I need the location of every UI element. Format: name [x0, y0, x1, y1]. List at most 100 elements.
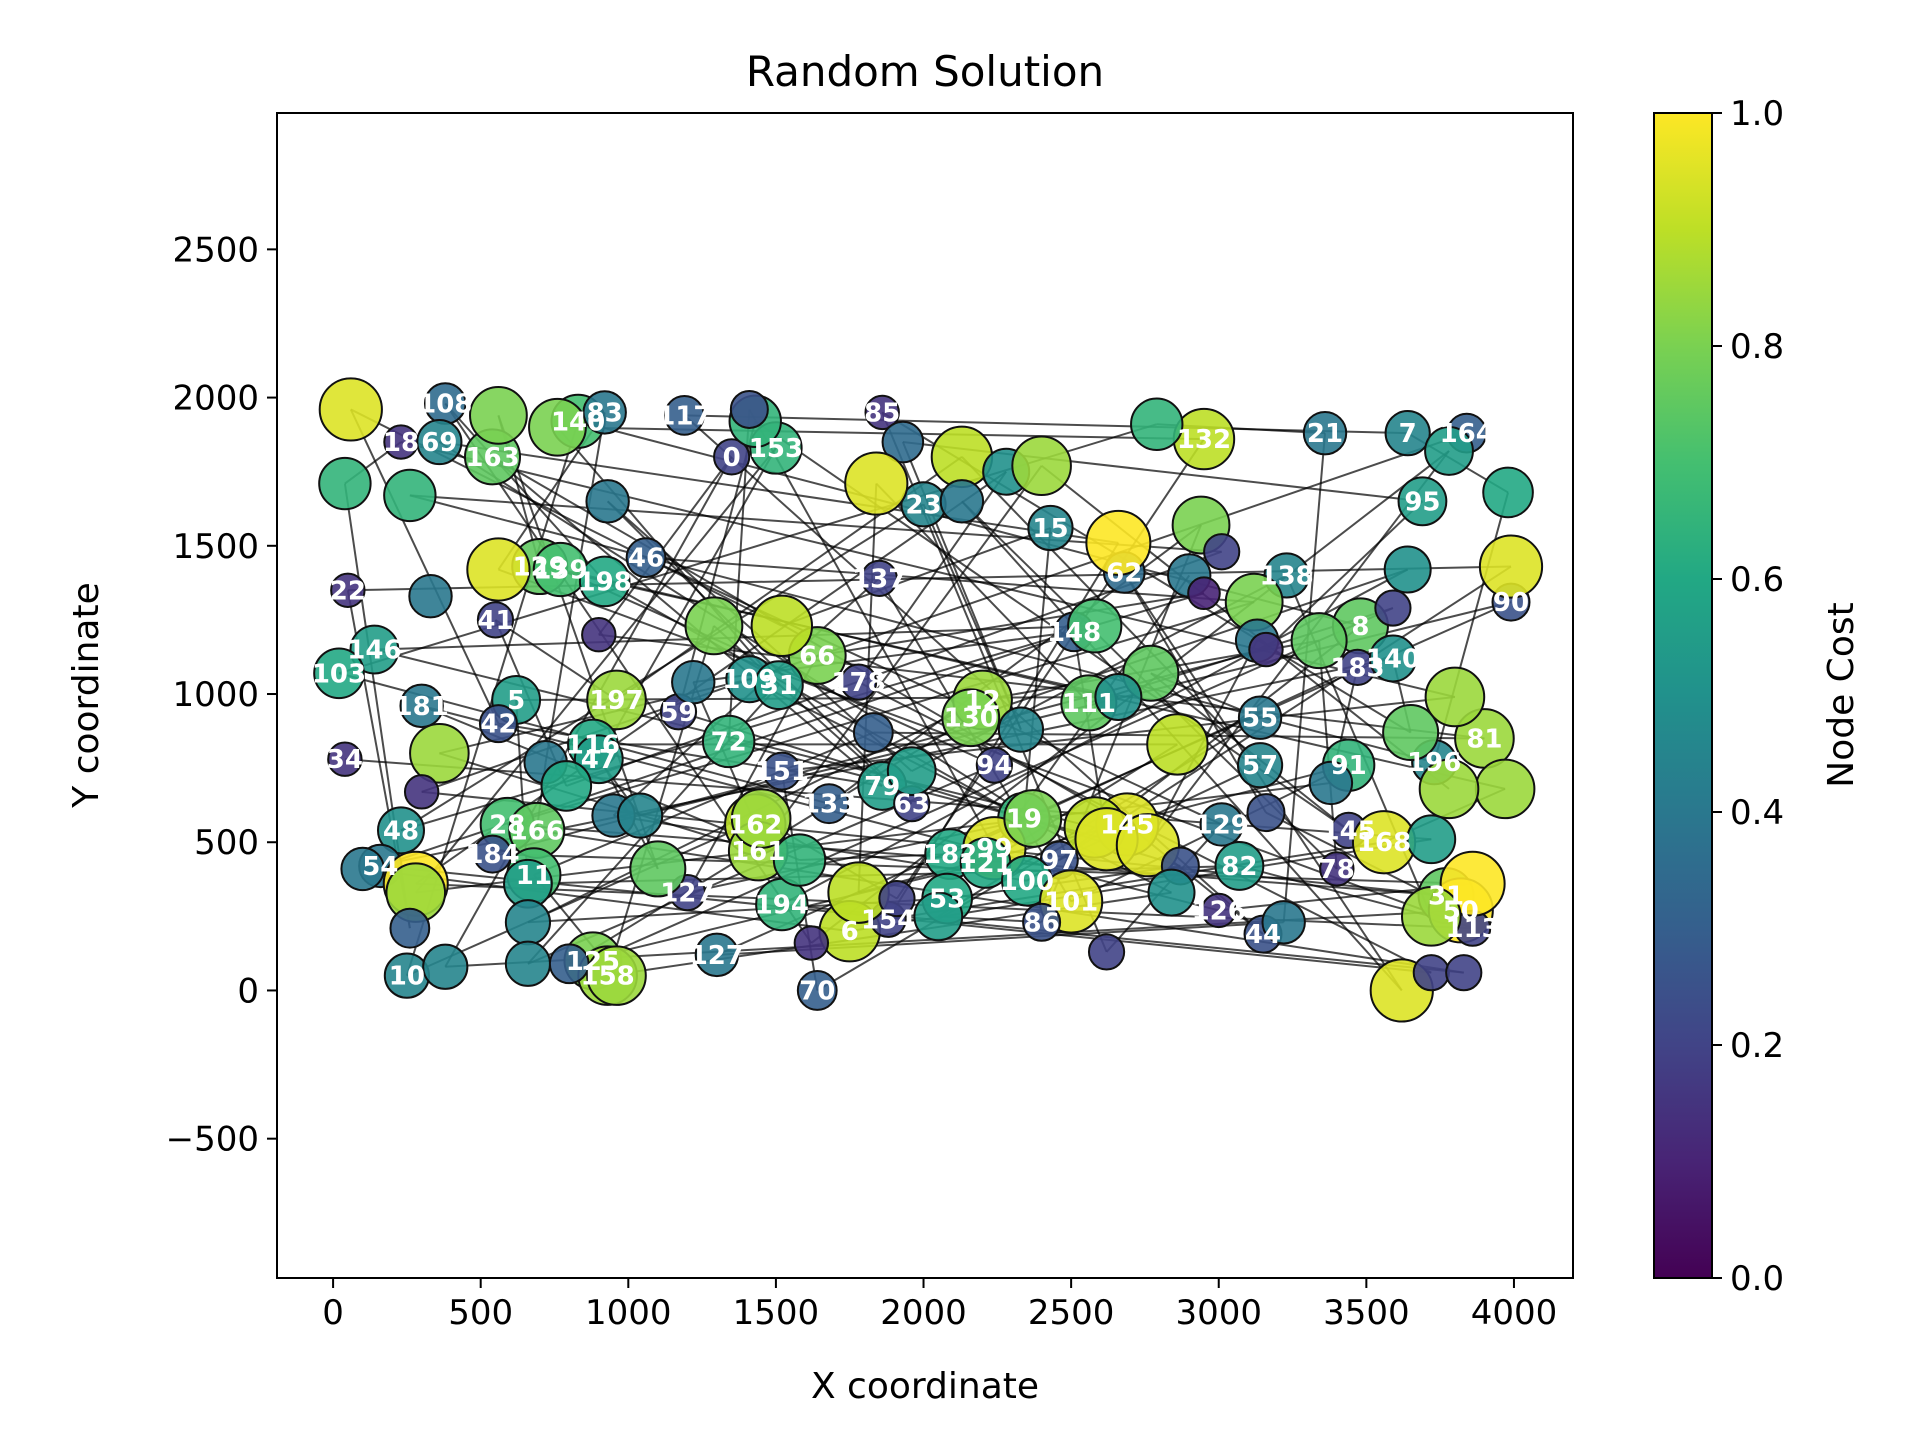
node-marker	[852, 712, 894, 753]
node-label: 79	[864, 772, 900, 802]
node-marker	[762, 751, 802, 791]
node-marker	[1085, 509, 1152, 576]
route-edge	[970, 568, 1409, 719]
node-label: 132	[1177, 425, 1231, 455]
node-label: 12	[964, 686, 1000, 716]
node-label: 163	[465, 443, 519, 473]
node-label: 34	[327, 745, 363, 775]
node-label: 54	[362, 852, 398, 882]
route-edge	[1239, 864, 1432, 918]
node-label: 21	[1307, 419, 1343, 449]
route-edge	[400, 503, 925, 832]
node-label: 50	[1443, 896, 1479, 926]
route-edge	[439, 441, 1119, 544]
node-label: 90	[1493, 588, 1529, 618]
node-marker	[399, 683, 444, 729]
node-label: 140	[551, 407, 605, 437]
node-marker	[1319, 851, 1355, 887]
node-marker	[808, 783, 850, 825]
node-label: 137	[852, 564, 906, 594]
node-marker	[663, 394, 705, 436]
node-marker	[860, 559, 898, 598]
node-label: 72	[711, 727, 747, 757]
node-marker	[1412, 954, 1450, 992]
node-label: 47	[581, 745, 617, 775]
y-axis: −500 0 500 1000 1500 2000 2500	[166, 230, 277, 1160]
route-edge	[497, 415, 659, 870]
node-label: 129	[513, 553, 567, 583]
route-edge	[1265, 500, 1424, 651]
colorbar-label: Node Cost	[1821, 602, 1862, 787]
node-label: 7	[1399, 419, 1417, 449]
node-marker	[1290, 612, 1348, 670]
node-marker	[1418, 758, 1480, 820]
node-marker	[1368, 634, 1417, 683]
node-label: 55	[1242, 704, 1278, 734]
node-label: 44	[1245, 920, 1281, 950]
y-tick-label: −500	[166, 1120, 259, 1160]
node-marker	[1147, 868, 1196, 917]
node-marker	[504, 940, 552, 987]
node-marker	[844, 451, 909, 516]
x-tick-label: 0	[322, 1293, 344, 1333]
node-label: 164	[1440, 419, 1494, 449]
node-label: 168	[1357, 828, 1411, 858]
node-label: 41	[477, 606, 513, 636]
node-marker	[625, 537, 667, 579]
colorbar-tick-label: 0.4	[1730, 793, 1784, 833]
node-marker	[409, 723, 470, 784]
node-marker	[478, 704, 518, 744]
node-marker	[1214, 841, 1265, 891]
y-axis-label: Y coordinate	[66, 582, 107, 808]
node-markers	[313, 377, 1544, 1023]
x-tick-label: 2500	[1028, 1293, 1115, 1333]
route-edge	[536, 829, 1464, 974]
node-label: 138	[1259, 561, 1313, 591]
node-marker	[408, 573, 453, 619]
y-tick-label: 2500	[172, 230, 259, 270]
node-marker	[1384, 410, 1431, 457]
route-edge	[557, 426, 1204, 441]
node-label: 42	[480, 710, 516, 740]
node-label: 86	[1024, 908, 1060, 938]
node-marker	[694, 932, 740, 978]
route-edge	[645, 556, 1223, 826]
node-marker	[376, 806, 425, 855]
node-marker	[975, 746, 1013, 784]
x-tick-label: 2000	[880, 1293, 967, 1333]
node-label: 101	[1044, 888, 1098, 918]
node-label: 23	[905, 490, 941, 520]
node-label: 95	[1404, 487, 1440, 517]
node-marker	[684, 596, 744, 656]
node-marker	[476, 601, 515, 639]
node-label: 121	[958, 849, 1012, 879]
node-marker	[586, 669, 647, 731]
y-tick-label: 2000	[172, 379, 259, 419]
node-marker	[318, 456, 372, 511]
node-label: 194	[755, 890, 809, 920]
node-marker	[469, 385, 528, 445]
node-marker	[1027, 504, 1074, 552]
node-label: 196	[1407, 748, 1461, 778]
route-edge	[506, 601, 1255, 826]
node-label: 146	[347, 636, 401, 666]
node-marker	[1187, 576, 1221, 611]
node-marker	[1246, 793, 1286, 833]
node-label: 19	[1006, 805, 1042, 835]
route-edge	[597, 456, 733, 636]
node-marker	[349, 624, 400, 675]
y-tick-label: 500	[194, 823, 259, 863]
node-label: 0	[723, 443, 741, 473]
y-tick-label: 1500	[172, 527, 259, 567]
node-marker	[1199, 802, 1244, 847]
node-label: 198	[578, 567, 632, 597]
node-label: 178	[831, 668, 885, 698]
x-tick-label: 1000	[585, 1293, 672, 1333]
node-label: 140	[1366, 644, 1420, 674]
node-marker	[416, 418, 463, 466]
node-label: 48	[383, 816, 419, 846]
node-marker	[1406, 814, 1457, 865]
colorbar-tick-label: 0.2	[1730, 1026, 1784, 1066]
node-label: 5	[507, 686, 525, 716]
node-label: 197	[589, 686, 643, 716]
